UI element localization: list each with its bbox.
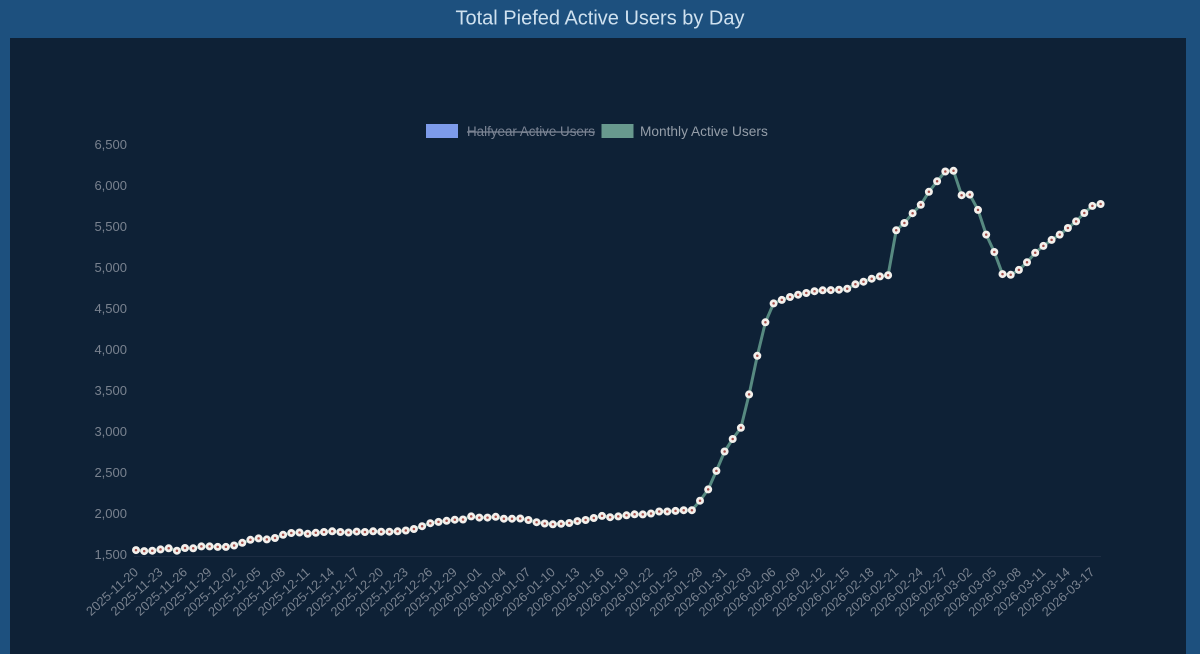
svg-text:Monthly Active Users: Monthly Active Users (640, 124, 768, 139)
svg-text:4,500: 4,500 (94, 301, 127, 316)
svg-text:5,500: 5,500 (94, 219, 127, 234)
svg-text:Halfyear Active Users: Halfyear Active Users (467, 124, 595, 139)
svg-text:3,500: 3,500 (94, 383, 127, 398)
svg-text:2,500: 2,500 (94, 465, 127, 480)
svg-text:6,500: 6,500 (94, 137, 127, 152)
svg-text:3,000: 3,000 (94, 424, 127, 439)
svg-text:6,000: 6,000 (94, 178, 127, 193)
svg-text:Total Piefed Active Users by D: Total Piefed Active Users by Day (455, 8, 744, 30)
svg-text:2,000: 2,000 (94, 506, 127, 521)
svg-text:1,500: 1,500 (94, 547, 127, 562)
svg-text:5,000: 5,000 (94, 260, 127, 275)
svg-text:4,000: 4,000 (94, 342, 127, 357)
